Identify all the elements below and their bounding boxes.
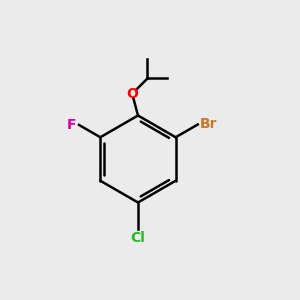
Text: F: F: [67, 118, 76, 132]
Text: Br: Br: [200, 118, 218, 131]
Text: O: O: [126, 87, 138, 101]
Text: Cl: Cl: [130, 231, 146, 245]
